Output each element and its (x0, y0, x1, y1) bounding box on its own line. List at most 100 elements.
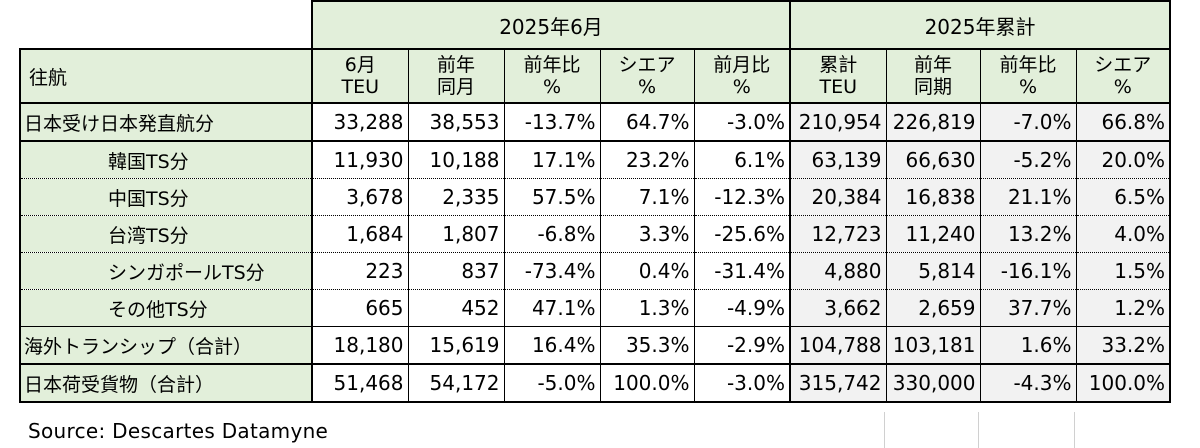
table-cell: 104,788 (789, 326, 887, 365)
sheet-gridline (978, 412, 979, 448)
table-cell: 20,384 (789, 178, 887, 216)
table-cell: 15,619 (407, 326, 505, 365)
period-header-cumulative: 2025年累計 (788, 0, 1172, 50)
table-cell: 20.0% (1075, 141, 1172, 179)
table-cell: 10,188 (407, 141, 505, 179)
table-cell: 38,553 (407, 103, 505, 142)
column-header: 前月比% (693, 48, 791, 104)
table-cell: 17.1% (503, 141, 601, 179)
table-cell: 18,180 (311, 326, 409, 365)
table-cell: -16.1% (979, 252, 1077, 290)
row-label: 日本受け日本発直航分 (19, 103, 313, 142)
table-cell: 23.2% (599, 141, 695, 179)
table-cell: 7.1% (599, 178, 695, 216)
table-cell: 1.3% (599, 289, 695, 327)
table-cell: -5.0% (503, 364, 601, 403)
table-cell: 100.0% (1075, 364, 1172, 403)
table-row: シンガポールTS分 223 837 -73.4% 0.4% -31.4% 4,880 5,81… (19, 252, 1172, 290)
table-cell: 47.1% (503, 289, 601, 327)
table-cell: -2.9% (693, 326, 791, 365)
table-row: その他TS分 665 452 47.1% 1.3% -4.9% 3,662 2,659 37.7… (19, 289, 1172, 327)
table-cell: 6.5% (1075, 178, 1172, 216)
table-row: 海外トランシップ（合計） 18,180 15,619 16.4% 35.3% -2.9% 1… (19, 326, 1172, 365)
table-cell: 452 (407, 289, 505, 327)
table-cell: -3.0% (693, 364, 791, 403)
table-cell: 1,807 (407, 215, 505, 253)
table-cell: 665 (311, 289, 409, 327)
table-row: 韓国TS分 11,930 10,188 17.1% 23.2% 6.1% 63,139 66,… (19, 141, 1172, 179)
sheet-gridline (884, 412, 885, 448)
table-cell: 1.5% (1075, 252, 1172, 290)
table-cell: -12.3% (693, 178, 791, 216)
corner-blank (20, 1, 312, 49)
table-cell: -4.3% (979, 364, 1077, 403)
table-cell: 2,335 (407, 178, 505, 216)
table-cell: 226,819 (885, 103, 981, 142)
column-header: 前年 同期 (885, 48, 981, 104)
table-cell: -13.7% (503, 103, 601, 142)
table-cell: 63,139 (789, 141, 887, 179)
row-label: 海外トランシップ（合計） (19, 326, 313, 365)
table-cell: 37.7% (979, 289, 1077, 327)
table-cell: 3,678 (311, 178, 409, 216)
table-cell: 16.4% (503, 326, 601, 365)
table-cell: 5,814 (885, 252, 981, 290)
column-header: 6月 TEU (311, 48, 409, 104)
table-cell: -5.2% (979, 141, 1077, 179)
table-row: 台湾TS分 1,684 1,807 -6.8% 3.3% -25.6% 12,723 11,2… (19, 215, 1172, 253)
column-header: 前年 同月 (407, 48, 505, 104)
table-cell: 6.1% (693, 141, 791, 179)
cargo-table: 2025年6月 2025年累計 往航 6月 TEU 前年 同月 前年比% シエア% … (19, 0, 1172, 403)
row-label: その他TS分 (19, 289, 313, 327)
column-header: 累計 TEU (789, 48, 887, 104)
table-cell: -73.4% (503, 252, 601, 290)
table-cell: 223 (311, 252, 409, 290)
table-cell: 1.6% (979, 326, 1077, 365)
sheet-gridline (1074, 412, 1075, 448)
column-header: シエア% (599, 48, 695, 104)
table-cell: 13.2% (979, 215, 1077, 253)
table-cell: 21.1% (979, 178, 1077, 216)
table-row: 日本荷受貨物（合計） 51,468 54,172 -5.0% 100.0% -3.0% 31… (19, 364, 1172, 403)
table-cell: 12,723 (789, 215, 887, 253)
table-cell: 35.3% (599, 326, 695, 365)
table-cell: 210,954 (789, 103, 887, 142)
table-cell: -3.0% (693, 103, 791, 142)
table-cell: 33,288 (311, 103, 409, 142)
table-cell: -6.8% (503, 215, 601, 253)
table-cell: 66,630 (885, 141, 981, 179)
table-cell: 4,880 (789, 252, 887, 290)
table-cell: 11,240 (885, 215, 981, 253)
table-cell: 66.8% (1075, 103, 1172, 142)
table-cell: 11,930 (311, 141, 409, 179)
table-cell: 54,172 (407, 364, 505, 403)
column-header: 前年比% (503, 48, 601, 104)
table-cell: 4.0% (1075, 215, 1172, 253)
table-cell: -31.4% (693, 252, 791, 290)
row-label: 台湾TS分 (19, 215, 313, 253)
table-cell: 100.0% (599, 364, 695, 403)
column-header: 前年比% (979, 48, 1077, 104)
row-header-outbound: 往航 (19, 48, 313, 104)
table-cell: 1,684 (311, 215, 409, 253)
period-header-june: 2025年6月 (311, 0, 791, 50)
table-cell: 57.5% (503, 178, 601, 216)
row-label: 韓国TS分 (19, 141, 313, 179)
row-label: シンガポールTS分 (19, 252, 313, 290)
table-cell: 0.4% (599, 252, 695, 290)
table-cell: 837 (407, 252, 505, 290)
row-label: 日本荷受貨物（合計） (19, 364, 313, 403)
table-cell: -25.6% (693, 215, 791, 253)
table-cell: 315,742 (789, 364, 887, 403)
table-cell: -4.9% (693, 289, 791, 327)
table-row: 日本受け日本発直航分 33,288 38,553 -13.7% 64.7% -3.0% 21… (19, 103, 1172, 142)
table-cell: 330,000 (885, 364, 981, 403)
column-header: シエア% (1075, 48, 1172, 104)
source-note: Source: Descartes Datamyne (28, 419, 329, 443)
table-cell: 103,181 (885, 326, 981, 365)
row-label: 中国TS分 (19, 178, 313, 216)
table-cell: -7.0% (979, 103, 1077, 142)
table-cell: 3.3% (599, 215, 695, 253)
table-cell: 2,659 (885, 289, 981, 327)
table-cell: 64.7% (599, 103, 695, 142)
